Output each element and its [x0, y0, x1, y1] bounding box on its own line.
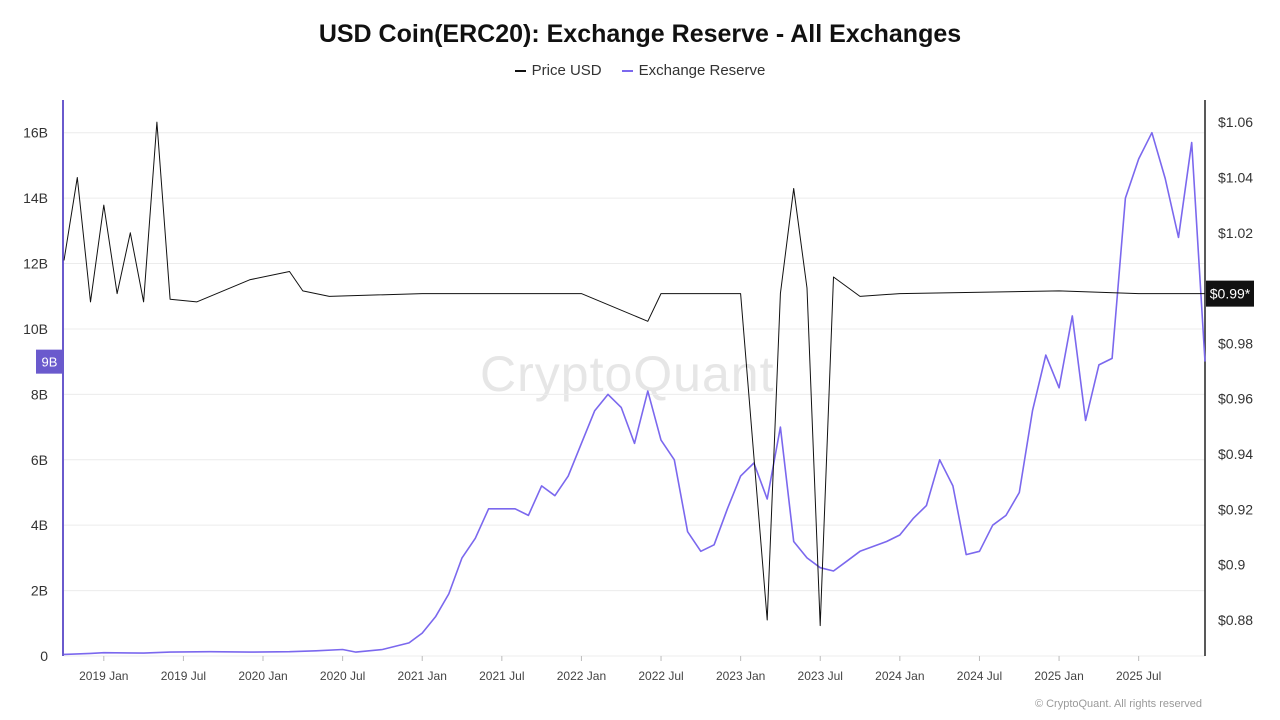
copyright-footer: © CryptoQuant. All rights reserved — [1034, 698, 1202, 710]
y-right-tick-label-7: $1.04 — [1218, 169, 1253, 185]
x-tick-label-4: 2021 Jan — [398, 669, 447, 683]
y-left-tick-label-6: 12B — [23, 256, 48, 272]
x-tick-label-5: 2021 Jul — [479, 669, 524, 683]
y-right-tick-label-3: $0.94 — [1218, 446, 1253, 462]
y-right-tick-label-5: $0.98 — [1218, 335, 1253, 351]
current-reserve-label: 9B — [42, 355, 58, 370]
y-left-tick-label-0: 0 — [40, 648, 48, 664]
chart-legend: Price USD Exchange Reserve — [0, 62, 1280, 79]
series-line-exchange-reserve — [63, 131, 1206, 656]
y-left-tick-label-1: 2B — [31, 583, 48, 599]
x-tick-label-3: 2020 Jul — [320, 669, 365, 683]
y-right-tick-label-8: $1.06 — [1218, 114, 1253, 130]
x-tick-label-9: 2023 Jul — [798, 669, 843, 683]
y-left-tick-label-5: 10B — [23, 321, 48, 337]
y-left-tick-label-7: 14B — [23, 190, 48, 206]
x-tick-label-0: 2019 Jan — [79, 669, 128, 683]
y-right-tick-label-0: $0.88 — [1218, 612, 1253, 628]
x-tick-label-11: 2024 Jul — [957, 669, 1002, 683]
x-tick-label-13: 2025 Jul — [1116, 669, 1161, 683]
y-left-tick-label-2: 4B — [31, 517, 48, 533]
legend-label-reserve: Exchange Reserve — [638, 62, 766, 79]
chart-title: USD Coin(ERC20): Exchange Reserve - All … — [318, 20, 962, 48]
legend-item-price-usd[interactable]: Price USD — [514, 62, 602, 79]
y-left-tick-label-4: 8B — [31, 386, 48, 402]
x-tick-label-10: 2024 Jan — [875, 669, 924, 683]
y-right-tick-label-6: $1.02 — [1218, 225, 1253, 241]
x-tick-label-2: 2020 Jan — [238, 669, 287, 683]
legend-item-exchange-reserve[interactable]: Exchange Reserve — [621, 62, 766, 79]
current-reserve-badge — [36, 349, 63, 374]
legend-label-price: Price USD — [531, 62, 602, 79]
x-tick-label-7: 2022 Jul — [638, 669, 683, 683]
x-tick-label-8: 2023 Jan — [716, 669, 765, 683]
y-left-tick-label-8: 16B — [23, 125, 48, 141]
y-right-tick-label-2: $0.92 — [1218, 501, 1253, 517]
y-right-tick-label-1: $0.9 — [1218, 557, 1245, 573]
current-price-badge — [1206, 280, 1254, 307]
x-tick-label-12: 2025 Jan — [1034, 669, 1083, 683]
y-left-tick-label-3: 6B — [31, 452, 48, 468]
x-tick-label-6: 2022 Jan — [557, 669, 606, 683]
legend-swatch-price — [514, 69, 526, 72]
current-price-label: $0.99* — [1210, 286, 1251, 302]
series-line-price-usd — [63, 121, 1205, 627]
x-tick-label-1: 2019 Jul — [161, 669, 206, 683]
legend-swatch-reserve — [621, 69, 633, 72]
watermark-text: CryptoQuant — [480, 346, 775, 402]
y-right-tick-label-4: $0.96 — [1218, 391, 1253, 407]
